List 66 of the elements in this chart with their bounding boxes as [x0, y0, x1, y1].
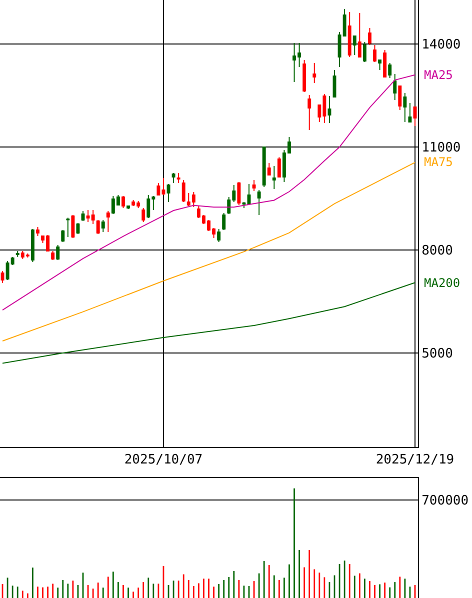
candlestick	[162, 178, 166, 196]
y-tick-label: 14000	[422, 38, 461, 53]
candlestick	[358, 12, 362, 58]
candlestick	[393, 74, 397, 101]
candlestick	[56, 244, 60, 260]
candlestick	[332, 70, 336, 98]
candlestick	[277, 156, 281, 178]
candlestick	[222, 212, 226, 231]
candlestick	[308, 94, 312, 131]
candlestick	[217, 228, 221, 242]
candlestick	[368, 28, 372, 46]
line-series	[2, 282, 416, 364]
candlestick	[166, 184, 170, 203]
candlestick	[242, 202, 246, 209]
candlestick	[36, 226, 40, 237]
candlestick	[383, 49, 387, 78]
candlestick	[61, 230, 65, 242]
candlestick	[328, 95, 332, 124]
candlestick	[352, 36, 356, 56]
candlestick	[96, 220, 100, 235]
candlestick	[262, 146, 266, 188]
candlestick	[348, 12, 352, 58]
candlestick	[51, 250, 55, 260]
candlestick	[378, 60, 382, 70]
candlestick	[413, 106, 417, 126]
candlestick	[252, 180, 256, 192]
y-tick-label: 5000	[422, 346, 453, 362]
candlestick	[257, 190, 261, 216]
series-label: MA200	[424, 276, 460, 290]
candlestick	[403, 92, 407, 123]
candlestick	[373, 44, 376, 62]
candlestick	[388, 62, 392, 78]
candlestick	[16, 250, 20, 258]
candlestick	[76, 222, 80, 235]
candlestick	[272, 166, 276, 190]
candlestick	[71, 214, 75, 239]
candlestick	[122, 196, 125, 209]
candlestick	[312, 62, 316, 84]
candlestick	[408, 102, 412, 123]
candlestick	[302, 60, 306, 93]
candlestick	[237, 182, 241, 206]
candlestick	[0, 270, 4, 284]
candlestick	[101, 220, 105, 233]
line-series	[2, 162, 416, 342]
candlestick	[182, 180, 186, 203]
line-series	[2, 74, 416, 311]
x-tick-label: 2025/10/07	[124, 452, 203, 468]
candlestick	[126, 206, 130, 210]
candlestick	[176, 172, 180, 184]
candlestick	[30, 228, 34, 263]
candlestick	[267, 162, 271, 176]
candlestick	[66, 217, 70, 238]
candlestick	[362, 41, 366, 62]
y-tick-label: 700000	[422, 494, 469, 509]
candlestick	[81, 210, 85, 222]
candlestick	[398, 86, 402, 110]
series-label: MA75	[424, 155, 453, 169]
candlestick	[247, 184, 251, 206]
y-tick-label: 11000	[422, 140, 461, 156]
series-label: MA25	[424, 68, 453, 82]
candlestick	[142, 208, 146, 223]
candlestick	[106, 210, 110, 233]
x-tick-label: 2025/12/19	[376, 452, 454, 468]
candlestick	[156, 182, 160, 196]
y-tick-label: 8000	[422, 244, 453, 259]
candlestick	[172, 172, 176, 184]
